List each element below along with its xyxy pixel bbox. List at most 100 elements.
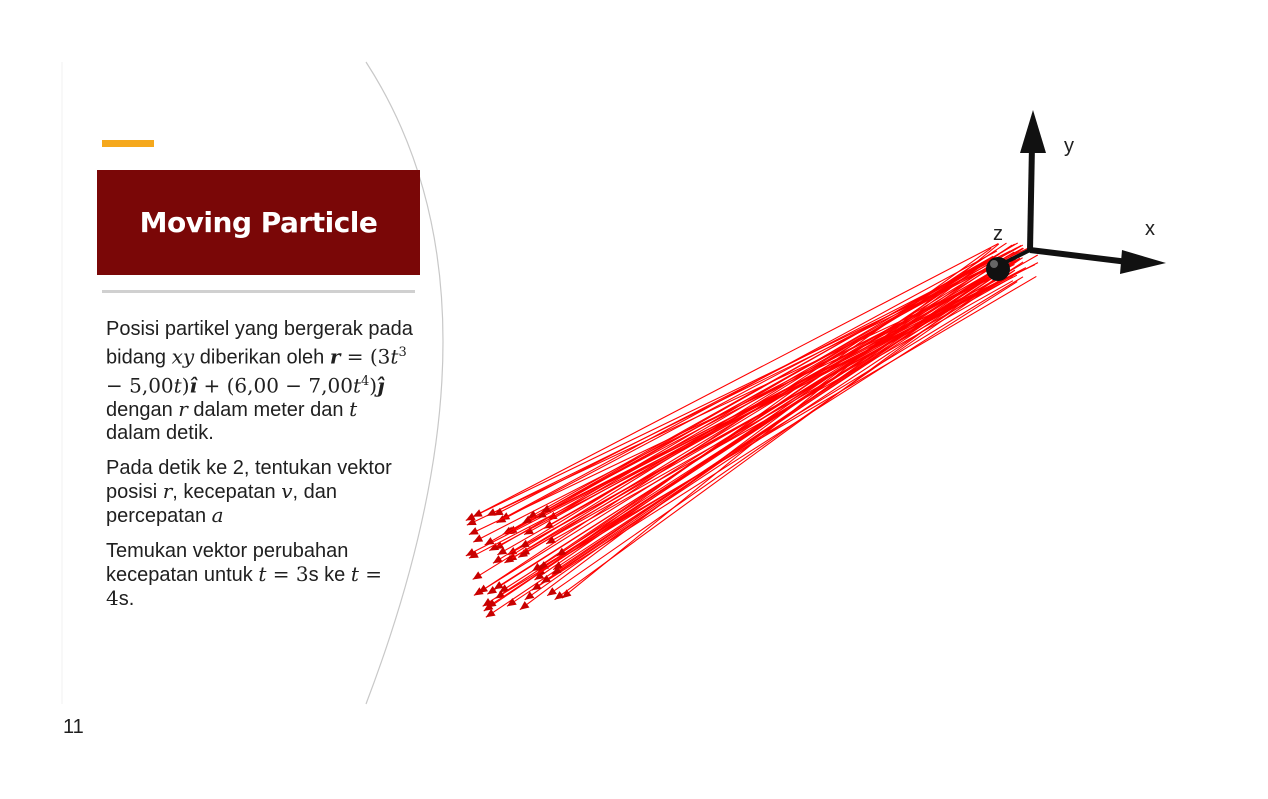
vector-line (486, 262, 1001, 517)
vector-line (472, 246, 1030, 518)
vector-line (465, 243, 999, 521)
vector-line (493, 250, 1011, 516)
vector-line (504, 251, 1015, 564)
title-box: Moving Particle (97, 170, 420, 275)
vector-line (493, 267, 1000, 590)
vector-arrowhead (473, 587, 484, 596)
vector-arrowhead (547, 587, 557, 596)
vector-arrowhead (487, 585, 498, 595)
vector-line (540, 257, 1023, 584)
x-axis-line (1029, 247, 1129, 265)
vector-arrowhead (489, 542, 500, 551)
particle-highlight (990, 260, 998, 268)
math-t: t (173, 373, 182, 398)
vector-line (546, 269, 1016, 597)
math-run: + (6,00 − 7,00 (197, 373, 353, 398)
text-run: dalam meter dan (187, 399, 350, 422)
vector-bundle (465, 242, 1039, 618)
math-exponent: 4 (360, 373, 370, 389)
x-axis-label: x (1145, 218, 1155, 240)
math-run: = (3 (340, 344, 391, 369)
x-axis-arrowhead (1120, 250, 1166, 274)
vector-arrowhead (531, 582, 542, 591)
text-run: s ke (308, 564, 351, 587)
vector-line (506, 271, 1013, 607)
vector-arrowhead (507, 597, 517, 607)
text-run: , kecepatan (172, 481, 282, 504)
text-run: Pada detik ke 2, tentukan vektor posisi (106, 457, 392, 504)
coordinate-axes (1005, 110, 1166, 274)
vector-line (522, 247, 1024, 524)
math-t: t (350, 562, 359, 587)
math-r-vector: r (329, 344, 341, 369)
vector-line (468, 264, 1035, 536)
z-axis-line (1005, 248, 1031, 264)
vector-arrowhead (492, 555, 503, 564)
vector-line (519, 256, 993, 611)
slide-number: 11 (63, 716, 84, 738)
vector-arrowhead (551, 566, 562, 575)
panel-curve-edge (365, 61, 444, 705)
vector-line (551, 259, 1016, 575)
vector-arrowhead (519, 601, 530, 610)
vector-arrowhead (561, 589, 572, 599)
math-exponent: 3 (398, 345, 407, 360)
text-run: s. (118, 588, 135, 611)
vector-arrowhead (497, 546, 508, 555)
vector-arrowhead (473, 534, 484, 543)
vector-line (477, 242, 1007, 594)
vector-line (486, 258, 1017, 608)
vector-arrowhead (536, 510, 547, 518)
text-run: dengan (106, 399, 179, 422)
math-t: t (390, 344, 399, 369)
vector-arrowhead (554, 591, 565, 600)
math-t: t (258, 562, 267, 587)
math-a: a (211, 503, 224, 528)
vector-arrowhead (493, 581, 504, 590)
title-divider (102, 290, 415, 293)
math-j-hat: ĵ (377, 373, 385, 398)
vector-arrowhead (468, 527, 479, 535)
vector-arrowhead (504, 554, 515, 563)
math-i-hat: î (189, 373, 198, 398)
math-r: r (162, 479, 173, 504)
vector-line (495, 276, 1024, 599)
math-run: ) (181, 373, 190, 398)
vector-arrowhead (524, 591, 535, 600)
vector-arrowhead (486, 599, 497, 608)
math-run: − 5,00 (106, 373, 174, 398)
math-run: = 4 (106, 562, 383, 611)
vector-line (496, 244, 1022, 524)
paragraph-velocity-change: Temukan vektor perubahan kecepatan untuk… (106, 540, 416, 611)
vector-arrowhead (541, 504, 551, 513)
vector-arrowhead (484, 537, 495, 545)
text-run: dalam detik. (106, 422, 214, 445)
y-axis-label: y (1064, 135, 1074, 157)
vector-arrowhead (522, 515, 533, 524)
math-run: = 3 (266, 562, 309, 587)
vector-arrowhead (499, 584, 509, 593)
vector-arrowhead (468, 550, 479, 559)
vector-arrowhead (478, 584, 488, 593)
vector-line (531, 281, 1018, 591)
vector-line (540, 263, 1014, 513)
accent-bar (102, 140, 154, 147)
math-run: ) (369, 373, 378, 398)
math-v: v (281, 479, 293, 504)
vector-arrowhead (524, 526, 534, 535)
text-run: Temukan vektor perubahan kecepatan untuk (106, 540, 349, 587)
paragraph-task: Pada detik ke 2, tentukan vektor posisi … (106, 457, 416, 528)
math-r: r (178, 397, 188, 422)
y-axis-arrowhead (1020, 110, 1046, 153)
vector-arrowhead (519, 539, 530, 548)
vector-arrowhead (472, 509, 483, 517)
math-xy: xy (171, 344, 195, 369)
vector-arrowhead (466, 517, 477, 526)
vector-arrowhead (493, 507, 504, 516)
vector-arrowhead (486, 508, 497, 516)
vector-arrowhead (541, 574, 551, 584)
text-run: Posisi partikel yang bergerak pada bidan… (106, 318, 413, 369)
vector-line (545, 280, 1014, 545)
